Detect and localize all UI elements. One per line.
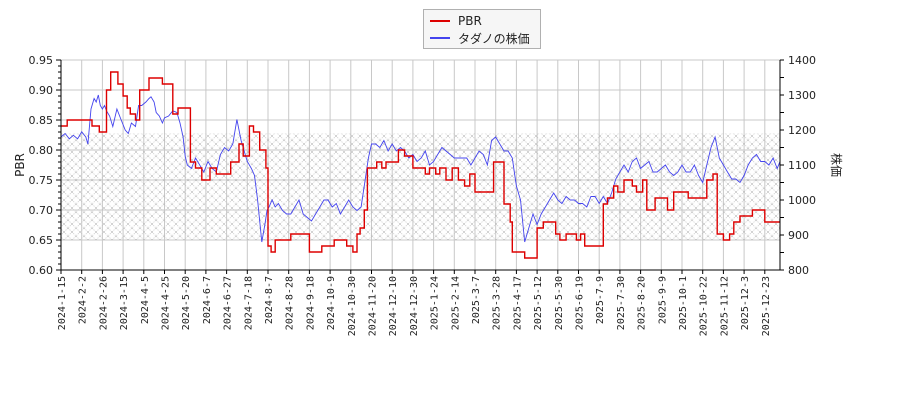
x-tick-label: 2024-4-5: [140, 276, 151, 324]
x-tick-label: 2025-12-23: [761, 276, 772, 336]
x-tick-label: 2025-12-3: [740, 276, 751, 330]
price-line: [61, 94, 780, 243]
x-tick-label: 2024-2-26: [98, 276, 109, 330]
x-tick-label: 2025-10-22: [699, 276, 710, 336]
left-tick-label: 0.65: [29, 234, 54, 247]
x-tick-label: 2025-1-24: [430, 276, 441, 330]
right-tick-label: 1000: [788, 194, 816, 207]
right-tick-label: 1400: [788, 54, 816, 67]
legend-item-price: タダノの株価: [430, 30, 530, 46]
x-tick-label: 2025-8-20: [637, 276, 648, 330]
x-tick-label: 2025-6-19: [575, 276, 586, 330]
x-tick-label: 2025-5-12: [533, 276, 544, 330]
left-axis-title: PBR: [13, 153, 27, 177]
right-tick-label: 1300: [788, 89, 816, 102]
right-tick-label: 1200: [788, 124, 816, 137]
x-tick-label: 2024-4-25: [161, 276, 172, 330]
left-tick-label: 0.75: [29, 174, 54, 187]
x-tick-label: 2024-8-7: [264, 276, 275, 324]
x-tick-label: 2025-3-7: [471, 276, 482, 324]
pbr-line: [61, 71, 780, 259]
legend-item-pbr: PBR: [430, 13, 482, 29]
x-tick-label: 2024-3-15: [119, 276, 130, 330]
legend-label-pbr: PBR: [458, 14, 482, 28]
left-tick-label: 0.60: [29, 264, 54, 277]
legend-swatch-price: [430, 37, 450, 39]
right-tick-label: 900: [788, 229, 809, 242]
legend-label-price: タダノの株価: [458, 31, 530, 46]
x-tick-label: 2025-10-1: [678, 276, 689, 330]
x-tick-label: 2024-2-2: [78, 276, 89, 324]
x-tick-label: 2025-7-30: [616, 276, 627, 330]
right-y-axis: 800 900 1000 1100 1200 1300 1400: [780, 54, 816, 277]
left-tick-label: 0.95: [29, 54, 54, 67]
x-tick-label: 2025-9-9: [657, 276, 668, 324]
left-tick-label: 0.90: [29, 84, 54, 97]
x-tick-label: 2024-8-28: [285, 276, 296, 330]
x-tick-label: 2024-1-15: [57, 276, 68, 330]
right-axis-title: 株価: [829, 153, 844, 177]
x-tick-label: 2024-10-30: [347, 276, 358, 336]
left-tick-label: 0.80: [29, 144, 54, 157]
x-tick-label: 2024-12-30: [409, 276, 420, 336]
x-tick-label: 2024-7-18: [243, 276, 254, 330]
x-tick-label: 2025-4-17: [512, 276, 523, 330]
right-tick-label: 1100: [788, 159, 816, 172]
x-tick-label: 2025-3-28: [492, 276, 503, 330]
left-tick-label: 0.70: [29, 204, 54, 217]
x-tick-label: 2025-11-12: [719, 276, 730, 336]
x-tick-label: 2024-6-27: [223, 276, 234, 330]
pbr-range-band: [61, 133, 780, 240]
legend: PBR タダノの株価: [423, 9, 541, 49]
left-y-axis: 0.60 0.65 0.70 0.75 0.80 0.85 0.90 0.95: [29, 54, 61, 277]
x-tick-label: 2024-6-7: [202, 276, 213, 324]
x-tick-label: 2024-10-9: [326, 276, 337, 330]
x-tick-label: 2025-5-30: [554, 276, 565, 330]
x-tick-label: 2024-9-18: [305, 276, 316, 330]
x-tick-label: 2024-11-20: [368, 276, 379, 336]
x-tick-label: 2025-2-14: [450, 276, 461, 330]
left-tick-label: 0.85: [29, 114, 54, 127]
x-tick-label: 2024-12-10: [388, 276, 399, 336]
x-tick-label: 2024-5-20: [181, 276, 192, 330]
right-tick-label: 800: [788, 264, 809, 277]
legend-swatch-pbr: [430, 20, 450, 22]
x-tick-label: 2025-7-9: [595, 276, 606, 324]
x-axis: 2024-1-15 2024-2-2 2024-2-26 2024-3-15 2024-…: [57, 270, 772, 336]
